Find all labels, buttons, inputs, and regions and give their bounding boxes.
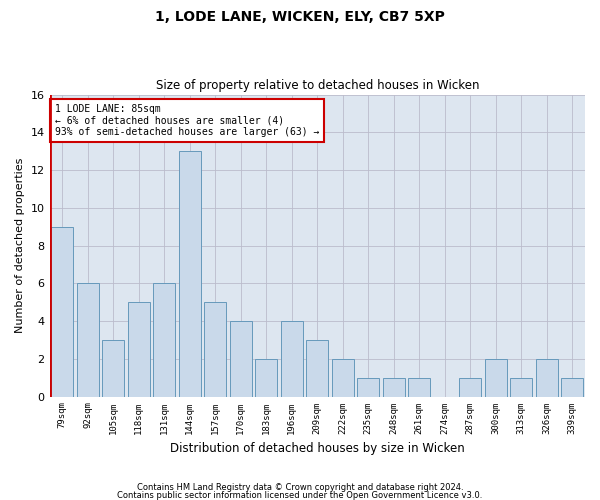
Text: 1 LODE LANE: 85sqm
← 6% of detached houses are smaller (4)
93% of semi-detached : 1 LODE LANE: 85sqm ← 6% of detached hous… bbox=[55, 104, 319, 137]
Bar bbox=[230, 321, 251, 396]
Bar bbox=[332, 359, 353, 397]
Bar bbox=[358, 378, 379, 396]
Bar bbox=[485, 359, 506, 397]
Bar bbox=[562, 378, 583, 396]
Text: Contains public sector information licensed under the Open Government Licence v3: Contains public sector information licen… bbox=[118, 490, 482, 500]
Bar bbox=[307, 340, 328, 396]
Text: Contains HM Land Registry data © Crown copyright and database right 2024.: Contains HM Land Registry data © Crown c… bbox=[137, 484, 463, 492]
Y-axis label: Number of detached properties: Number of detached properties bbox=[15, 158, 25, 333]
Bar bbox=[77, 284, 98, 397]
Bar bbox=[281, 321, 302, 396]
Bar bbox=[256, 359, 277, 397]
Bar bbox=[103, 340, 124, 396]
Bar bbox=[128, 302, 149, 396]
Bar bbox=[52, 226, 73, 396]
Bar bbox=[409, 378, 430, 396]
Bar bbox=[179, 151, 200, 396]
X-axis label: Distribution of detached houses by size in Wicken: Distribution of detached houses by size … bbox=[170, 442, 464, 455]
Text: 1, LODE LANE, WICKEN, ELY, CB7 5XP: 1, LODE LANE, WICKEN, ELY, CB7 5XP bbox=[155, 10, 445, 24]
Bar bbox=[205, 302, 226, 396]
Bar bbox=[383, 378, 404, 396]
Bar bbox=[154, 284, 175, 397]
Bar bbox=[460, 378, 481, 396]
Title: Size of property relative to detached houses in Wicken: Size of property relative to detached ho… bbox=[155, 79, 479, 92]
Bar bbox=[511, 378, 532, 396]
Bar bbox=[536, 359, 557, 397]
